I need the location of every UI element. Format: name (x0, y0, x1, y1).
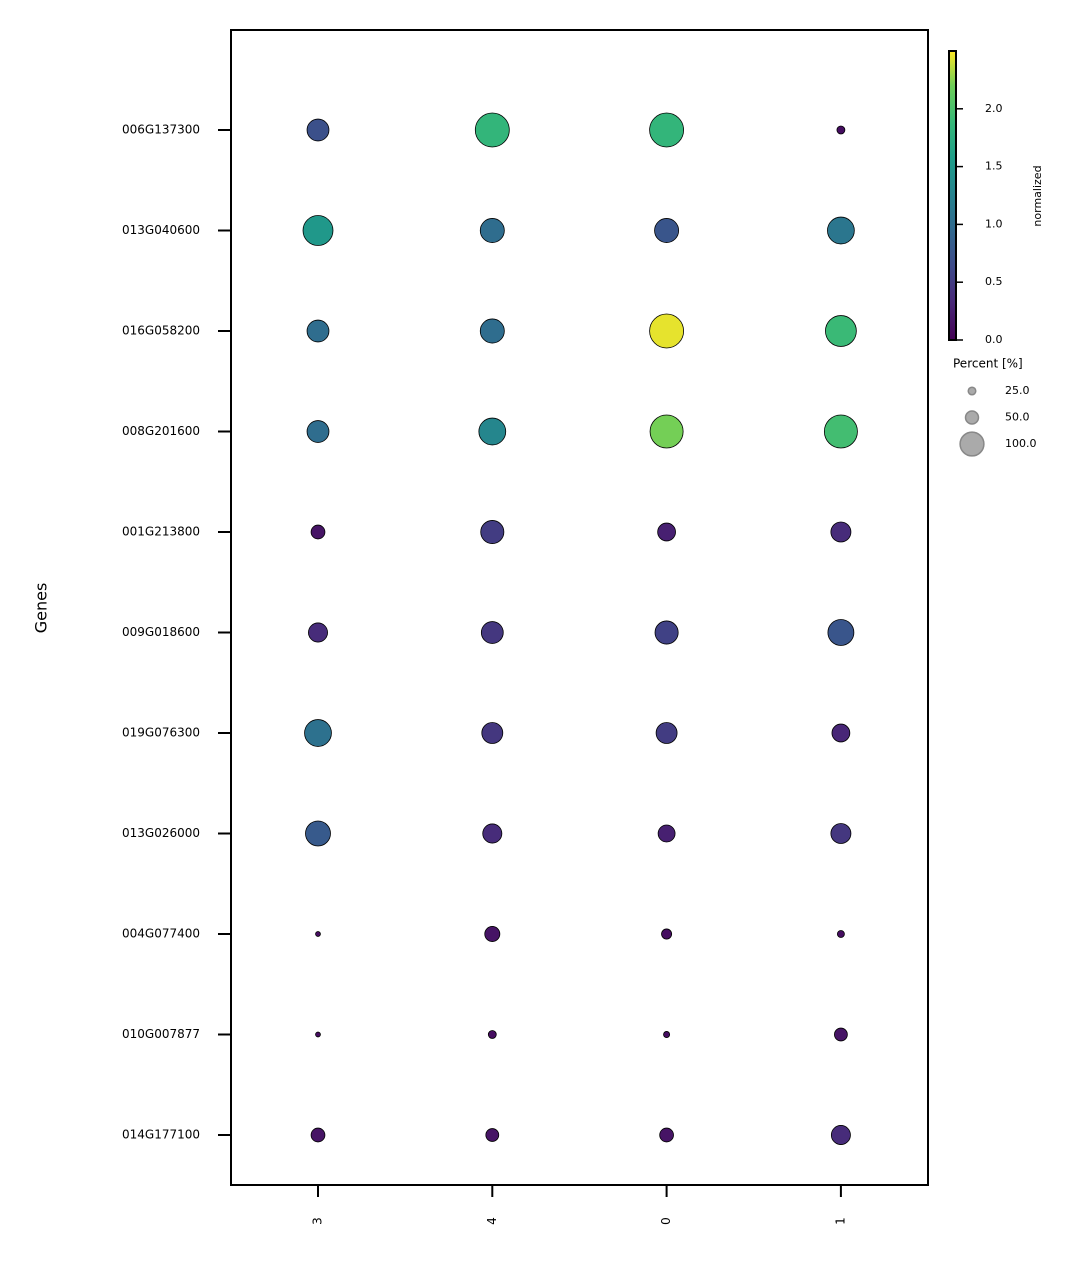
x-tick-label: 4 (485, 1217, 499, 1225)
y-tick-label: 013G026000 (122, 826, 200, 840)
dot (836, 930, 845, 938)
dot (830, 521, 852, 543)
colorbar-label: normalized (1031, 165, 1044, 226)
dot (315, 931, 321, 937)
size-legend-label: 25.0 (1005, 384, 1030, 397)
dot (482, 823, 503, 844)
dot (830, 1125, 851, 1145)
colorbar-tick-label: 2.0 (985, 102, 1003, 115)
dot (479, 218, 505, 243)
dot (480, 621, 504, 644)
dot (315, 1031, 321, 1038)
dot (306, 420, 330, 443)
dot (478, 417, 507, 446)
colorbar-tick-label: 0.5 (985, 275, 1003, 288)
colorbar (948, 50, 957, 341)
dot (306, 319, 330, 343)
dot (836, 125, 846, 135)
dot (487, 1030, 497, 1039)
y-tick-label: 016G058200 (122, 324, 200, 338)
x-tick-label: 0 (659, 1217, 673, 1225)
size-legend-label: 50.0 (1005, 411, 1030, 424)
dot (474, 112, 510, 148)
dot (306, 118, 330, 142)
dot (661, 928, 673, 940)
dot (481, 722, 504, 744)
dot (302, 215, 334, 246)
dot (823, 414, 858, 449)
dot (663, 1031, 671, 1038)
dot (479, 318, 505, 344)
dot (484, 926, 501, 942)
dot (485, 1128, 500, 1142)
y-tick-label: 014G177100 (122, 1128, 200, 1142)
plot-frame (230, 29, 929, 1186)
dot (827, 619, 855, 646)
dot (649, 414, 684, 449)
colorbar-tick-label: 1.5 (985, 160, 1003, 173)
dot (480, 520, 505, 544)
dot (310, 524, 326, 540)
size-legend-label: 100.0 (1005, 437, 1037, 450)
x-tick-label: 1 (833, 1217, 847, 1225)
dot (830, 823, 852, 844)
size-legend-dot (967, 386, 977, 396)
y-tick-label: 006G137300 (122, 123, 200, 137)
dot (834, 1027, 848, 1042)
size-legend-title: Percent [%] (953, 357, 1023, 371)
dot (657, 522, 676, 542)
y-tick-label: 004G077400 (122, 927, 200, 941)
dot (659, 1127, 674, 1143)
colorbar-tick-label: 1.0 (985, 217, 1003, 230)
dot (649, 112, 684, 148)
colorbar-tick-label: 0.0 (985, 333, 1003, 346)
y-axis-label: Genes (32, 583, 51, 634)
y-tick-label: 019G076300 (122, 726, 200, 740)
dot (654, 218, 680, 243)
dot (305, 820, 331, 847)
y-tick-label: 001G213800 (122, 525, 200, 539)
y-tick-label: 008G201600 (122, 424, 200, 438)
dot (649, 313, 684, 349)
y-tick-label: 013G040600 (122, 223, 200, 237)
dot (827, 216, 855, 245)
dot (825, 315, 857, 347)
size-legend-dot (964, 410, 980, 425)
dot (654, 620, 679, 645)
dot (831, 723, 851, 743)
dot (655, 722, 678, 744)
y-tick-label: 010G007877 (122, 1027, 200, 1041)
y-tick-label: 009G018600 (122, 625, 200, 639)
size-legend-dot (959, 431, 985, 457)
dot (310, 1127, 326, 1143)
dot (308, 622, 328, 643)
x-tick-label: 3 (311, 1217, 325, 1225)
dot (304, 719, 332, 747)
dot (657, 824, 676, 843)
